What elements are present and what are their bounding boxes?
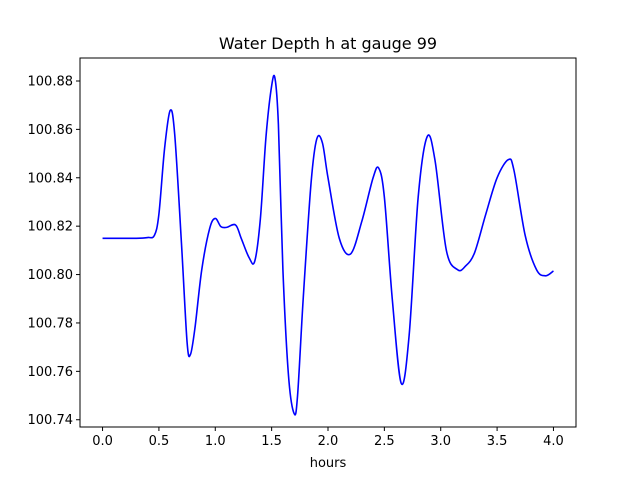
y-tick-label: 100.82 xyxy=(28,220,74,235)
x-tick-label: 2.5 xyxy=(374,434,395,449)
x-tick-label: 2.0 xyxy=(318,434,339,449)
y-axis: 100.74 100.76 100.78 100.80 100.82 100.84 100.… xyxy=(28,74,80,428)
x-axis: 0.0 0.5 1.0 1.5 2.0 2.5 3.0 3.5 4.0 xyxy=(92,427,564,449)
y-tick-label: 100.86 xyxy=(28,123,74,138)
y-tick-label: 100.88 xyxy=(28,74,74,89)
y-tick-label: 100.78 xyxy=(28,316,74,331)
plot-frame xyxy=(79,57,577,428)
y-tick-label: 100.76 xyxy=(28,365,74,380)
plot-area xyxy=(102,74,554,416)
x-tick-label: 3.5 xyxy=(487,434,508,449)
chart-title: Water Depth h at gauge 99 xyxy=(219,34,437,53)
series-line xyxy=(102,74,554,416)
x-tick-label: 4.0 xyxy=(543,434,564,449)
x-tick-label: 1.5 xyxy=(261,434,282,449)
x-tick-label: 0.5 xyxy=(149,434,170,449)
y-tick-label: 100.84 xyxy=(28,171,74,186)
x-axis-label: hours xyxy=(310,456,347,471)
y-tick-label: 100.80 xyxy=(28,268,74,283)
x-tick-label: 1.0 xyxy=(205,434,226,449)
x-tick-label: 0.0 xyxy=(92,434,113,449)
y-tick-label: 100.74 xyxy=(28,413,74,428)
x-tick-label: 3.0 xyxy=(430,434,451,449)
